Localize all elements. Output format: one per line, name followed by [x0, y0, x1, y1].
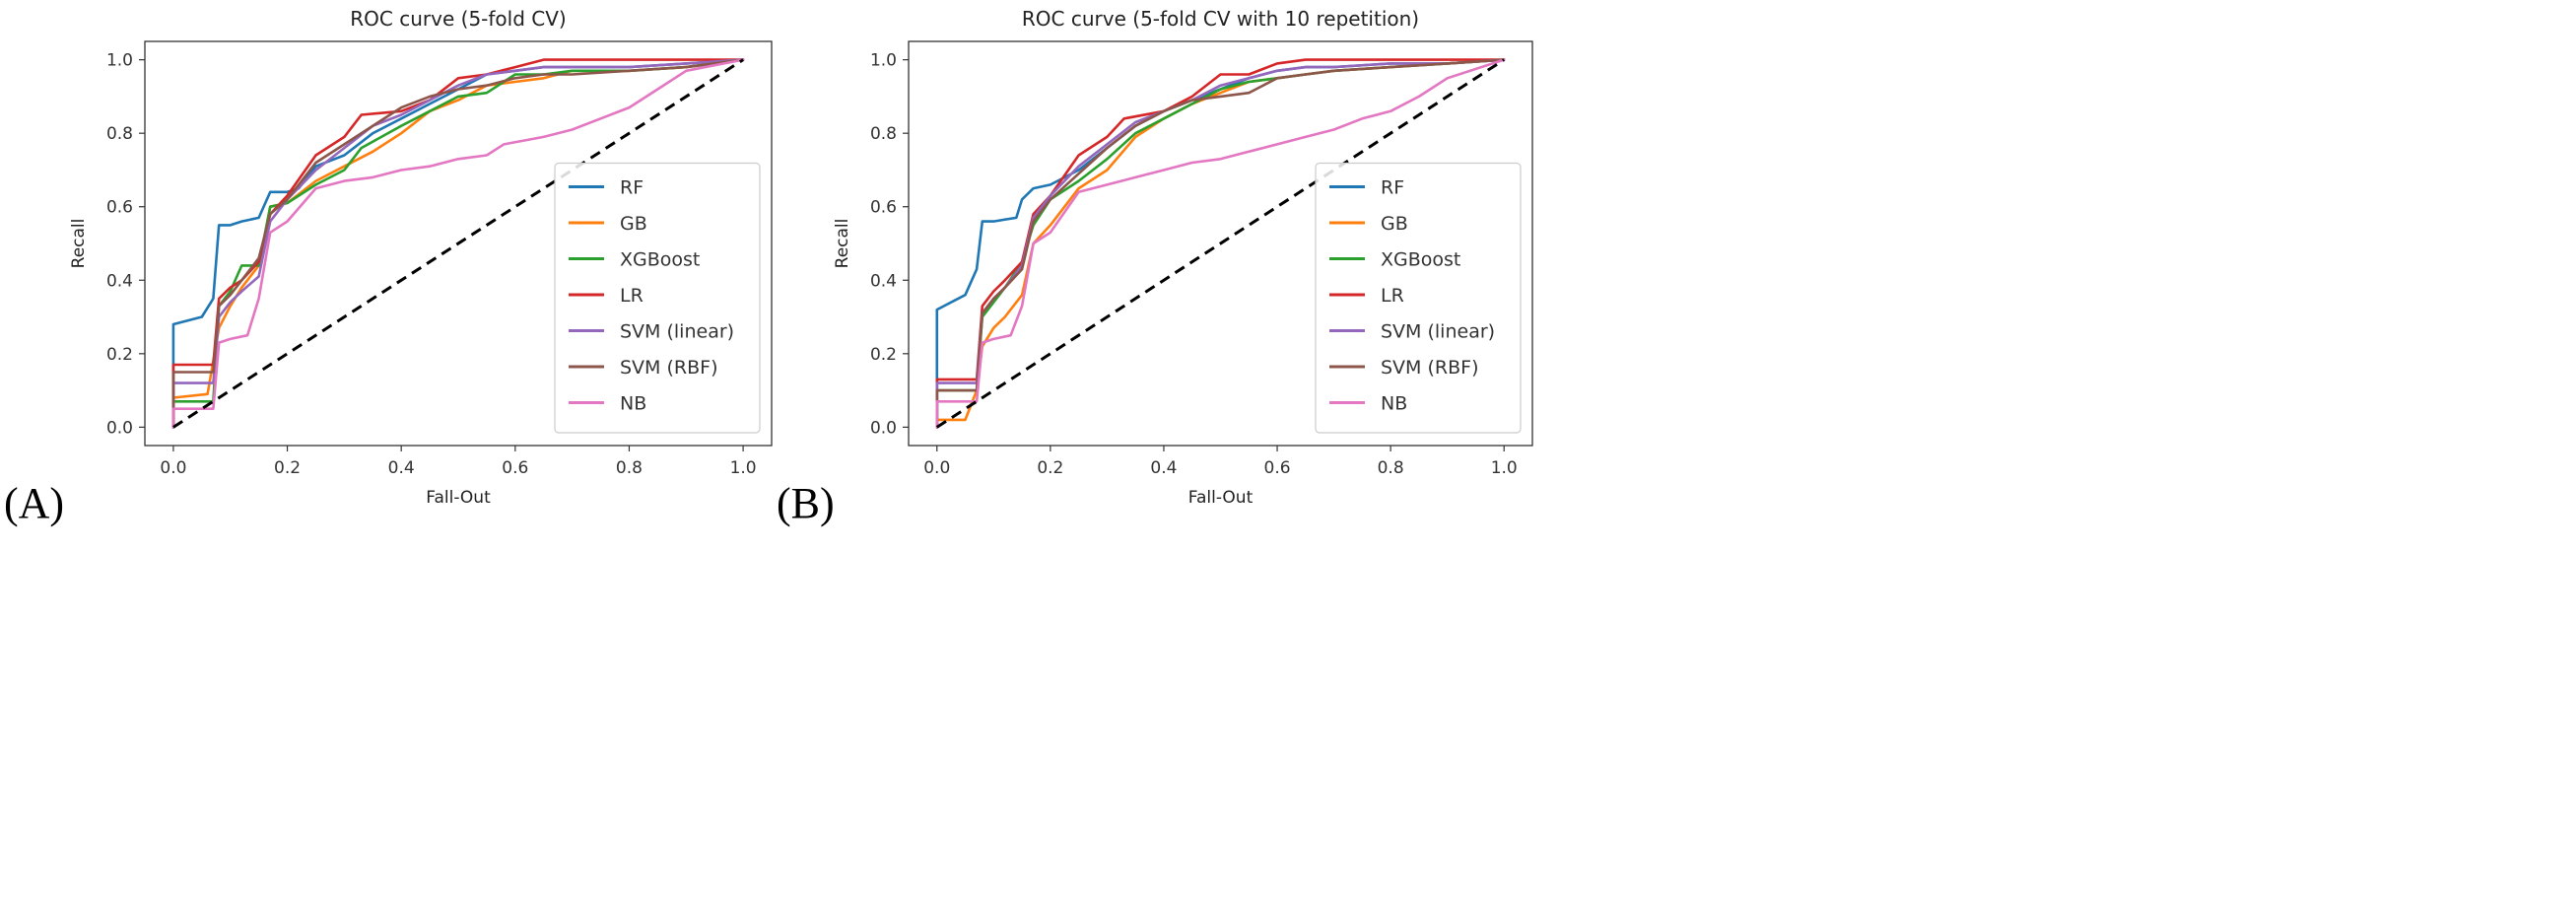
x-tick-label: 0.0 — [923, 458, 950, 478]
series-line-xgboost — [171, 58, 745, 429]
legend-label: NB — [620, 393, 646, 415]
legend-box — [554, 162, 761, 434]
y-axis-label: Recall — [833, 219, 852, 269]
y-tick-label: 1.0 — [106, 51, 133, 71]
y-tick-label: 0.6 — [870, 198, 897, 218]
legend-label: RF — [1381, 177, 1404, 199]
legend-label: LR — [1381, 285, 1404, 307]
y-tick-label: 0.8 — [106, 124, 133, 144]
legend-label: XGBoost — [620, 249, 700, 271]
plot-area — [171, 58, 745, 429]
x-tick-label: 1.0 — [730, 458, 757, 478]
y-tick-label: 0.4 — [870, 271, 897, 291]
y-tick-label: 0.4 — [106, 271, 133, 291]
legend-label: SVM (linear) — [620, 321, 734, 343]
x-tick-label: 0.2 — [1037, 458, 1063, 478]
series-line-nb — [171, 58, 745, 429]
chance-diagonal-line — [935, 58, 1506, 429]
plot-frame — [908, 40, 1533, 447]
legend-label: RF — [620, 177, 644, 199]
x-tick-label: 0.2 — [274, 458, 301, 478]
chart-title: ROC curve (5-fold CV with 10 repetition) — [1022, 7, 1419, 31]
x-tick-label: 0.4 — [388, 458, 415, 478]
x-tick-label: 1.0 — [1491, 458, 1518, 478]
x-tick-label: 0.6 — [1264, 458, 1291, 478]
x-tick-label: 0.8 — [1378, 458, 1404, 478]
panel-label: (B) — [777, 479, 835, 527]
plot-frame — [144, 40, 773, 447]
legend-label: SVM (RBF) — [1381, 357, 1478, 379]
legend: RF GB XGBoost LR SVM (linear) SVM (RBF) NB — [554, 162, 761, 434]
chance-diagonal-line — [172, 58, 744, 429]
series-line-svm-rbf — [935, 58, 1506, 429]
chart-panel-a: (A) ROC curve (5-fold CV) 0.0 0.2 0.4 0.6 0.8 1… — [4, 7, 773, 527]
chart-panel-b: (B) ROC curve (5-fold CV with 10 repetiti… — [777, 7, 1533, 527]
x-tick-label: 0.6 — [502, 458, 528, 478]
x-tick-label: 0.4 — [1150, 458, 1177, 478]
y-tick-label: 1.0 — [870, 51, 897, 71]
y-tick-label: 0.2 — [870, 345, 897, 365]
series-line-svm-linear — [171, 58, 745, 429]
legend-label: SVM (RBF) — [620, 357, 717, 379]
legend-label: GB — [620, 213, 647, 235]
series-line-lr — [935, 58, 1506, 429]
legend-label: XGBoost — [1381, 249, 1460, 271]
legend-label: GB — [1381, 213, 1408, 235]
plot-area — [935, 58, 1506, 429]
x-tick-label: 0.0 — [160, 458, 186, 478]
legend-label: NB — [1381, 393, 1407, 415]
y-tick-label: 0.2 — [106, 345, 133, 365]
series-line-nb — [935, 58, 1506, 429]
legend-label: SVM (linear) — [1381, 321, 1495, 343]
x-axis-label: Fall-Out — [1188, 488, 1254, 508]
x-axis-label: Fall-Out — [426, 488, 491, 508]
y-axis-label: Recall — [69, 219, 89, 269]
y-tick-label: 0.6 — [106, 198, 133, 218]
legend-box — [1315, 162, 1522, 434]
legend: RF GB XGBoost LR SVM (linear) SVM (RBF) NB — [1315, 162, 1522, 434]
y-tick-label: 0.0 — [106, 418, 133, 438]
y-tick-label: 0.0 — [870, 418, 897, 438]
legend-label: LR — [620, 285, 644, 307]
chart-title: ROC curve (5-fold CV) — [350, 7, 566, 31]
y-tick-label: 0.8 — [870, 124, 897, 144]
x-tick-label: 0.8 — [616, 458, 643, 478]
series-line-lr — [171, 58, 745, 429]
series-line-svm-rbf — [171, 58, 745, 429]
panel-label: (A) — [4, 479, 64, 527]
